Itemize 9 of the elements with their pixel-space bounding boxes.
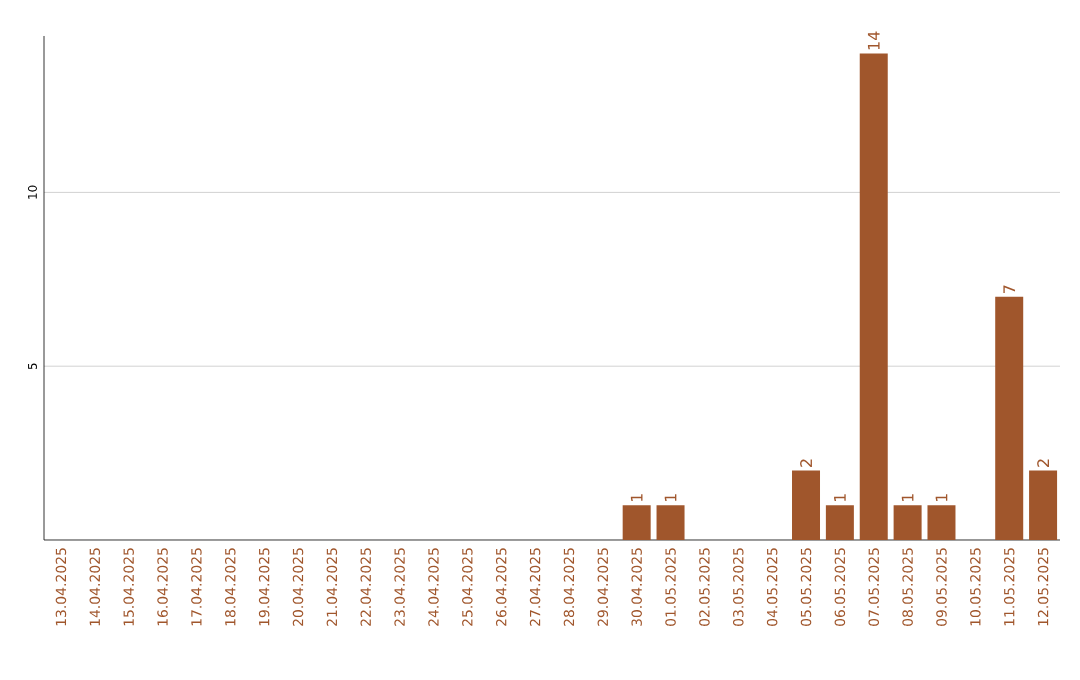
bar bbox=[859, 53, 888, 540]
bar bbox=[792, 470, 821, 540]
bar bbox=[622, 505, 651, 540]
bar bbox=[825, 505, 854, 540]
bar bbox=[1029, 470, 1058, 540]
bar bbox=[995, 296, 1024, 540]
bar bbox=[927, 505, 956, 540]
bar bbox=[656, 505, 685, 540]
bar bbox=[893, 505, 922, 540]
